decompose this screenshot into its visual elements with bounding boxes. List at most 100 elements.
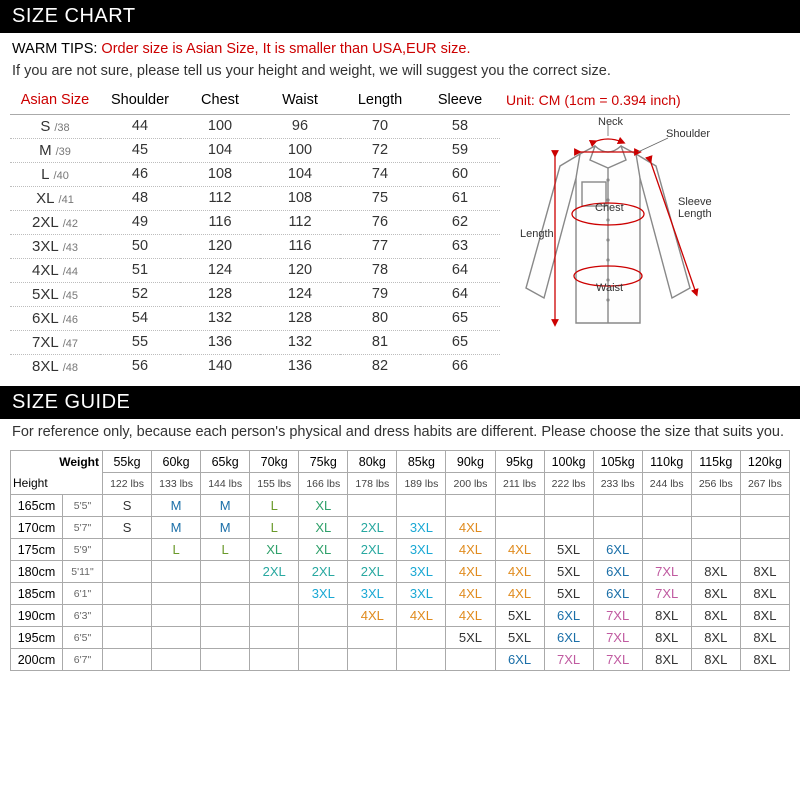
chart-cell: 116 [180, 210, 260, 234]
size-cell [152, 605, 201, 627]
chart-cell: 78 [340, 258, 420, 282]
size-cell [201, 561, 250, 583]
size-cell [397, 495, 446, 517]
height-ft-cell: 6'1" [63, 583, 103, 605]
asian-size-cell: XL /41 [10, 186, 100, 210]
chart-cell: 45 [100, 138, 180, 162]
size-cell [642, 495, 691, 517]
size-cell: L [250, 517, 299, 539]
size-cell: 5XL [544, 583, 593, 605]
size-cell [103, 627, 152, 649]
chart-cell: 79 [340, 282, 420, 306]
size-cell: XL [299, 495, 348, 517]
chart-cell: 124 [180, 258, 260, 282]
chart-cell: 65 [420, 330, 500, 354]
chart-cell: 112 [260, 210, 340, 234]
asian-size-cell: 6XL /46 [10, 306, 100, 330]
size-cell [642, 517, 691, 539]
size-cell [446, 649, 495, 671]
size-guide-table: Weight55kg60kg65kg70kg75kg80kg85kg90kg95… [10, 450, 790, 671]
size-cell: 4XL [446, 583, 495, 605]
asian-size-cell: L /40 [10, 162, 100, 186]
size-cell [642, 539, 691, 561]
chart-cell: 136 [180, 330, 260, 354]
diagram-label: Shoulder [666, 128, 710, 140]
weight-kg-header: 85kg [397, 451, 446, 473]
chart-cell: 44 [100, 114, 180, 138]
size-cell: 8XL [642, 605, 691, 627]
weight-kg-header: 120kg [740, 451, 789, 473]
chart-cell: 75 [340, 186, 420, 210]
asian-size-cell: 8XL /48 [10, 354, 100, 378]
size-cell: 7XL [544, 649, 593, 671]
chart-cell: 124 [260, 282, 340, 306]
chart-cell: 104 [180, 138, 260, 162]
size-cell: 6XL [544, 627, 593, 649]
chart-cell: 49 [100, 210, 180, 234]
size-cell: 3XL [397, 583, 446, 605]
weight-kg-header: 110kg [642, 451, 691, 473]
chart-cell: 108 [180, 162, 260, 186]
size-cell: M [201, 495, 250, 517]
asian-size-cell: 3XL /43 [10, 234, 100, 258]
corner-height: Height [11, 473, 103, 495]
size-cell: 7XL [642, 583, 691, 605]
size-cell: 4XL [348, 605, 397, 627]
size-cell: 2XL [348, 561, 397, 583]
size-cell: 2XL [348, 517, 397, 539]
size-cell: 8XL [740, 649, 789, 671]
chart-cell: 50 [100, 234, 180, 258]
size-cell [495, 517, 544, 539]
chart-cell: 82 [340, 354, 420, 378]
size-cell: 8XL [740, 561, 789, 583]
chart-cell: 51 [100, 258, 180, 282]
size-chart-table: Asian SizeShoulderChestWaistLengthSleeve… [10, 88, 790, 378]
chart-cell: 112 [180, 186, 260, 210]
chart-cell: 108 [260, 186, 340, 210]
size-cell: 4XL [446, 561, 495, 583]
chart-cell: 116 [260, 234, 340, 258]
height-ft-cell: 6'7" [63, 649, 103, 671]
size-cell [103, 561, 152, 583]
height-ft-cell: 5'7" [63, 517, 103, 539]
diagram-label: SleeveLength [678, 196, 712, 220]
size-cell [593, 495, 642, 517]
size-cell [740, 517, 789, 539]
size-cell [152, 649, 201, 671]
size-cell: XL [299, 517, 348, 539]
chart-cell: 120 [180, 234, 260, 258]
chart-cell: 100 [180, 114, 260, 138]
size-cell: L [250, 495, 299, 517]
chart-cell: 66 [420, 354, 500, 378]
chart-cell: 70 [340, 114, 420, 138]
size-cell: 5XL [446, 627, 495, 649]
chart-header: Length [340, 88, 420, 115]
height-cm-cell: 185cm [11, 583, 63, 605]
size-cell [103, 583, 152, 605]
size-cell: 6XL [495, 649, 544, 671]
size-cell: L [152, 539, 201, 561]
weight-lbs-cell: 155 lbs [250, 473, 299, 495]
size-cell: 6XL [593, 539, 642, 561]
size-cell [740, 495, 789, 517]
size-cell [495, 495, 544, 517]
size-cell: 4XL [446, 517, 495, 539]
size-cell: 8XL [642, 627, 691, 649]
size-cell: M [152, 517, 201, 539]
weight-lbs-cell: 133 lbs [152, 473, 201, 495]
weight-kg-header: 55kg [103, 451, 152, 473]
height-cm-cell: 200cm [11, 649, 63, 671]
chart-cell: 64 [420, 282, 500, 306]
chart-cell: 140 [180, 354, 260, 378]
size-cell [593, 517, 642, 539]
size-cell: S [103, 495, 152, 517]
height-ft-cell: 5'9" [63, 539, 103, 561]
size-cell [299, 627, 348, 649]
size-cell: 6XL [593, 561, 642, 583]
size-cell [250, 627, 299, 649]
size-cell: M [201, 517, 250, 539]
weight-lbs-cell: 189 lbs [397, 473, 446, 495]
weight-kg-header: 90kg [446, 451, 495, 473]
weight-lbs-cell: 256 lbs [691, 473, 740, 495]
diagram-label: Chest [595, 202, 624, 214]
